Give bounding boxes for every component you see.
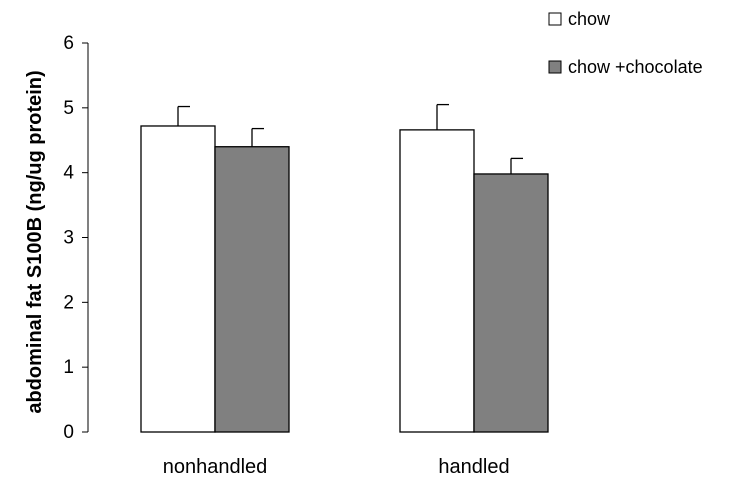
bar: [214, 146, 290, 433]
y-tick-label: 1: [63, 357, 74, 378]
x-category-label: handled: [438, 456, 509, 478]
y-tick-label: 6: [63, 33, 74, 54]
legend-swatch: [548, 12, 562, 26]
error-bars: [177, 103, 523, 174]
y-tick-label: 5: [63, 98, 74, 119]
y-axis-label: abdominal fat S100B (ng/ug protein): [24, 70, 46, 413]
x-category-label: nonhandled: [163, 456, 268, 478]
legend-label: chow +chocolate: [568, 57, 703, 77]
y-tick-label: 3: [63, 228, 74, 249]
bar: [140, 125, 216, 433]
bar: [473, 173, 549, 433]
y-ticks: 0 1 2 3 4 5 6: [63, 33, 88, 443]
legend-label: chow: [568, 9, 611, 29]
category-labels: nonhandled handled: [163, 456, 510, 478]
bar: [399, 129, 475, 433]
y-tick-label: 0: [63, 422, 74, 443]
legend: chow chow +chocolate: [548, 9, 703, 77]
legend-swatch: [548, 60, 562, 74]
bars: [140, 125, 549, 433]
y-tick-label: 2: [63, 292, 74, 313]
y-tick-label: 4: [63, 163, 74, 184]
